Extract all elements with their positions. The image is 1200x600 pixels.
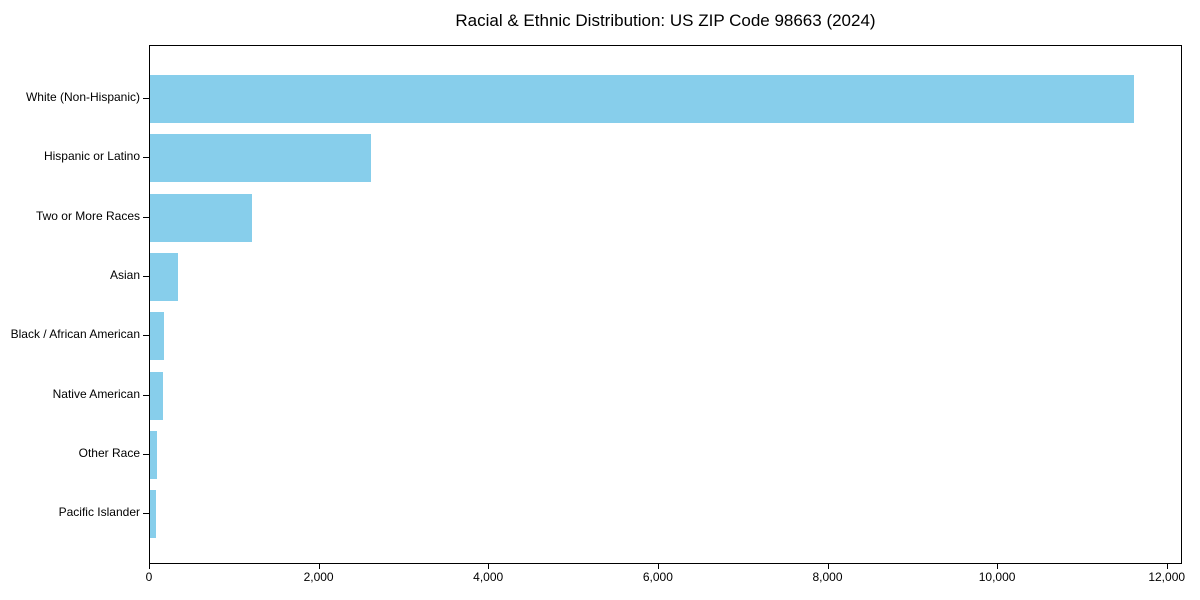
y-tick-label: Other Race (78, 446, 140, 461)
y-tick-label: Native American (52, 386, 140, 401)
y-tick-mark (143, 335, 149, 337)
bar (150, 312, 165, 361)
x-tick-label: 10,000 (978, 570, 1016, 584)
chart-title: Racial & Ethnic Distribution: US ZIP Cod… (455, 11, 876, 30)
y-tick-label: White (Non-Hispanic) (25, 90, 140, 104)
bar (150, 75, 1134, 123)
y-tick-mark (143, 157, 149, 159)
bar (150, 490, 156, 539)
x-tick-label: 6,000 (642, 570, 673, 584)
x-tick-mark (997, 564, 999, 569)
bar (150, 431, 158, 480)
y-tick-mark (143, 394, 149, 396)
x-tick-mark (827, 564, 829, 569)
x-tick-label: 12,000 (1148, 570, 1186, 584)
x-tick-label: 0 (145, 570, 153, 584)
y-tick-mark (143, 216, 149, 218)
x-tick-label: 4,000 (473, 570, 504, 584)
y-tick-label: Hispanic or Latino (43, 149, 140, 164)
x-tick-label: 2,000 (303, 570, 334, 584)
x-tick-mark (488, 564, 490, 569)
bar (150, 371, 163, 420)
bar (150, 193, 252, 242)
x-tick-mark (318, 564, 320, 569)
x-tick-mark (149, 564, 150, 569)
x-tick-mark (1166, 564, 1168, 569)
plot-area (149, 45, 1182, 564)
y-tick-mark (143, 454, 149, 456)
bar (150, 253, 178, 302)
y-tick-mark (143, 98, 149, 99)
y-tick-label: Pacific Islander (58, 505, 140, 520)
bar (150, 134, 372, 183)
x-tick-label: 8,000 (812, 570, 843, 584)
x-tick-mark (657, 564, 659, 569)
y-tick-label: Asian (109, 268, 140, 283)
y-tick-label: Black / African American (10, 327, 140, 342)
y-tick-label: Two or More Races (35, 208, 140, 223)
y-tick-mark (143, 276, 149, 278)
y-tick-mark (143, 513, 149, 515)
